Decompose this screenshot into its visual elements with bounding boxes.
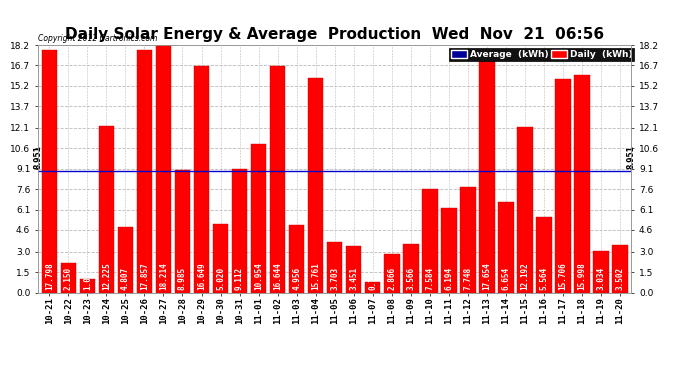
Bar — [536, 217, 552, 292]
Bar — [99, 126, 115, 292]
Bar — [117, 227, 133, 292]
Bar — [517, 127, 533, 292]
Text: 12.225: 12.225 — [102, 263, 111, 291]
Text: 2.866: 2.866 — [387, 267, 396, 291]
Legend: Average  (kWh), Daily  (kWh): Average (kWh), Daily (kWh) — [449, 48, 634, 61]
Text: 3.034: 3.034 — [596, 267, 605, 291]
Bar — [270, 66, 286, 292]
Text: 8.985: 8.985 — [178, 267, 187, 291]
Bar — [213, 224, 228, 292]
Text: 9.112: 9.112 — [235, 267, 244, 291]
Text: 17.798: 17.798 — [45, 263, 54, 291]
Text: Copyright 2012 Cartronics.com: Copyright 2012 Cartronics.com — [38, 33, 157, 42]
Bar — [555, 79, 571, 292]
Bar — [327, 242, 342, 292]
Bar — [137, 50, 152, 292]
Text: 17.654: 17.654 — [482, 263, 491, 291]
Text: 0.767: 0.767 — [368, 267, 377, 291]
Text: 16.644: 16.644 — [273, 263, 282, 291]
Text: 5.020: 5.020 — [216, 267, 225, 291]
Text: 2.150: 2.150 — [64, 267, 73, 291]
Bar — [250, 144, 266, 292]
Text: 5.564: 5.564 — [540, 267, 549, 291]
Bar — [156, 45, 171, 292]
Text: 7.748: 7.748 — [463, 267, 472, 291]
Text: 3.502: 3.502 — [615, 267, 624, 291]
Bar — [403, 244, 419, 292]
Bar — [308, 78, 324, 292]
Text: 8.951: 8.951 — [33, 146, 43, 170]
Bar — [422, 189, 437, 292]
Text: 8.951: 8.951 — [627, 146, 636, 170]
Text: 4.807: 4.807 — [121, 267, 130, 291]
Bar — [79, 279, 95, 292]
Text: 18.214: 18.214 — [159, 263, 168, 291]
Bar — [61, 263, 76, 292]
Text: 12.192: 12.192 — [520, 263, 529, 291]
Text: 15.706: 15.706 — [558, 263, 567, 291]
Text: 6.654: 6.654 — [502, 267, 511, 291]
Text: 10.954: 10.954 — [254, 263, 263, 291]
Bar — [194, 66, 209, 292]
Text: 16.649: 16.649 — [197, 263, 206, 291]
Bar — [612, 245, 628, 292]
Title: Daily Solar Energy & Average  Production  Wed  Nov  21  06:56: Daily Solar Energy & Average Production … — [65, 27, 604, 42]
Bar — [41, 51, 57, 292]
Bar — [574, 75, 590, 292]
Text: 4.956: 4.956 — [292, 267, 301, 291]
Bar — [175, 170, 190, 292]
Text: 3.703: 3.703 — [330, 267, 339, 291]
Bar — [593, 251, 609, 292]
Bar — [289, 225, 304, 292]
Bar — [346, 246, 362, 292]
Bar — [498, 202, 513, 292]
Bar — [479, 53, 495, 292]
Text: 6.194: 6.194 — [444, 267, 453, 291]
Text: 17.857: 17.857 — [140, 263, 149, 291]
Bar — [365, 282, 380, 292]
Text: 3.566: 3.566 — [406, 267, 415, 291]
Bar — [441, 208, 457, 292]
Text: 15.998: 15.998 — [578, 263, 586, 291]
Bar — [460, 187, 475, 292]
Text: 7.584: 7.584 — [425, 267, 434, 291]
Bar — [232, 169, 247, 292]
Text: 1.007: 1.007 — [83, 267, 92, 291]
Text: 3.451: 3.451 — [349, 267, 358, 291]
Bar — [384, 254, 400, 292]
Text: 15.761: 15.761 — [311, 263, 320, 291]
